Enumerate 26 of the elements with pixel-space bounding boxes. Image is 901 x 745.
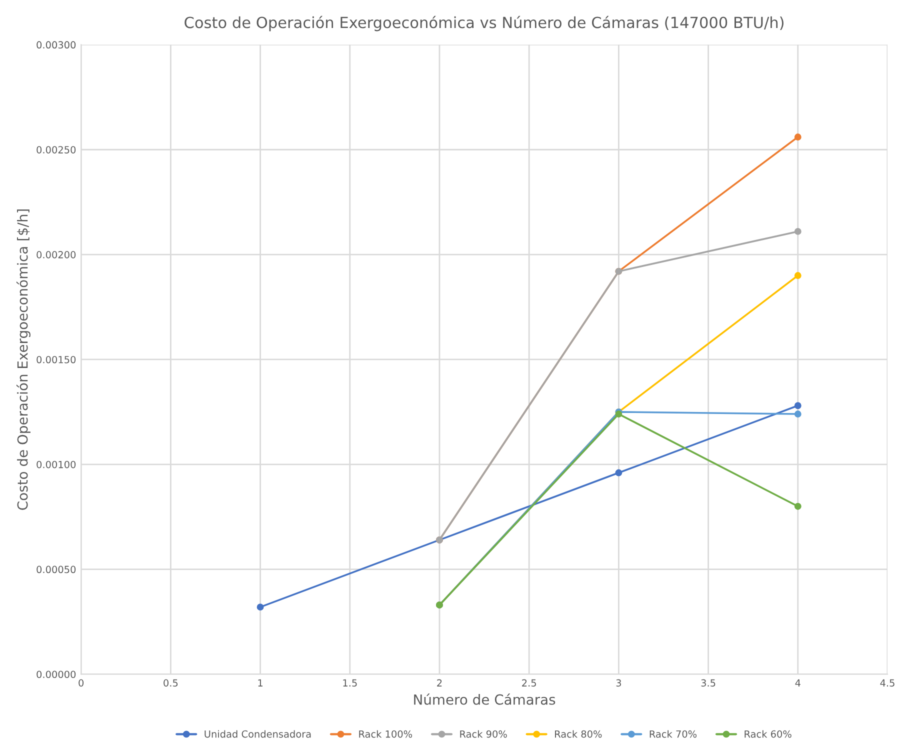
x-tick-label: 1.5	[343, 679, 357, 687]
x-axis-title: Número de Cámaras	[414, 693, 556, 705]
x-tick-label: 1	[258, 679, 262, 686]
x-tick-label: 0.5	[164, 679, 178, 687]
y-tick-label: 0.00100	[36, 460, 76, 468]
y-tick-label: 0.00000	[36, 670, 76, 678]
x-tick-label: 4	[795, 679, 800, 686]
y-axis-title: Costo de Operación Exergoeconómica [$/h]	[16, 210, 30, 510]
x-tick-label: 4.5	[880, 679, 894, 687]
y-tick-label: 0.00250	[36, 146, 76, 154]
legend-label: Unidad Condensadora	[204, 730, 311, 738]
y-tick-label: 0.00050	[36, 566, 76, 574]
y-tick-label: 0.00150	[36, 356, 76, 364]
x-tick-label: 0	[78, 679, 84, 687]
legend-label: Rack 70%	[650, 730, 697, 738]
legend-label: Rack 80%	[555, 730, 602, 738]
y-tick-label: 0.00300	[36, 41, 76, 49]
x-tick-label: 2.5	[522, 679, 536, 687]
chart-title: Costo de Operación Exergoeconómica vs Número de Cámaras (147000 BTU/h)	[184, 16, 784, 32]
legend-label: Rack 100%	[359, 730, 412, 738]
legend-label: Rack 60%	[744, 730, 792, 738]
x-tick-label: 2	[437, 679, 442, 686]
x-tick-label: 3	[616, 679, 621, 687]
x-tick-label: 3.5	[701, 679, 716, 687]
y-tick-label: 0.00200	[36, 251, 76, 258]
legend-label: Rack 90%	[460, 730, 507, 738]
